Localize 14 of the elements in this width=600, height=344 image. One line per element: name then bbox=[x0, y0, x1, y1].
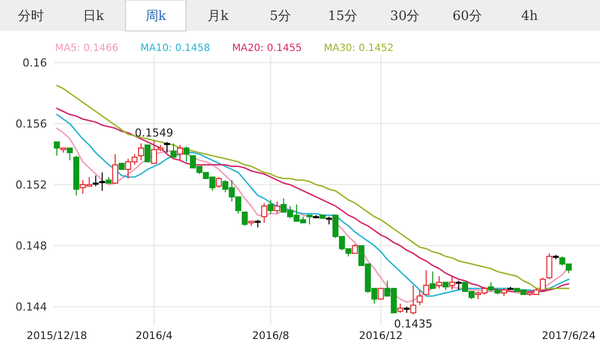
x-tick-label: 2016/8 bbox=[252, 330, 290, 342]
x-tick-label: 2015/12/18 bbox=[26, 330, 88, 342]
x-tick-label: 2016/4 bbox=[136, 330, 173, 342]
y-tick-label: 0.148 bbox=[16, 240, 47, 253]
y-tick-label: 0.156 bbox=[16, 118, 47, 131]
y-tick-label: 0.144 bbox=[16, 300, 47, 314]
y-tick-label: 0.152 bbox=[16, 178, 47, 192]
tabs: 分时 日k 周k 月k 5分 15分 30分 60分 4h bbox=[0, 0, 600, 32]
annotation: 0.1549 bbox=[134, 126, 174, 140]
legend: MA5: 0.1466 MA10: 0.1458 MA20: 0.1455 MA30: 0.1452 bbox=[55, 43, 394, 54]
x-tick-label: 2016/12 bbox=[359, 330, 403, 342]
annotation: 0.1435 bbox=[394, 317, 432, 330]
y-tick-label: 0.16 bbox=[22, 56, 47, 70]
x-tick-label: 2017/6/24 bbox=[542, 330, 596, 342]
